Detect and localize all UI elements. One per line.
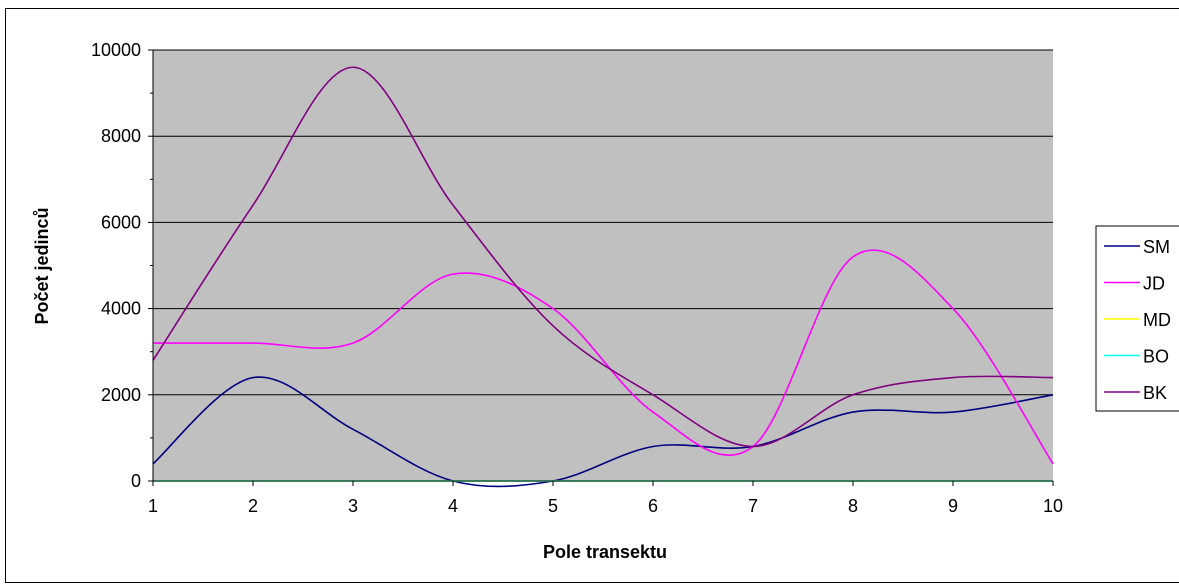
- legend-label-bo: BO: [1143, 347, 1169, 367]
- x-tick-label: 6: [648, 496, 658, 516]
- plot-area: [153, 50, 1053, 481]
- legend: SM JD MD BO BK: [1095, 225, 1179, 412]
- x-axis-title: Pole transektu: [543, 542, 667, 562]
- y-axis-title: Počet jedinců: [32, 207, 52, 324]
- x-tick-label: 3: [348, 496, 358, 516]
- series-line-bk: [152, 66, 1054, 448]
- x-tick-label: 7: [748, 496, 758, 516]
- legend-label-bk: BK: [1143, 383, 1167, 403]
- legend-label-jd: JD: [1143, 274, 1165, 294]
- legend-label-sm: SM: [1143, 237, 1170, 257]
- y-tick-label: 4000: [101, 299, 141, 319]
- x-tick-label: 8: [848, 496, 858, 516]
- x-tick-label: 1: [148, 496, 158, 516]
- x-tick-label: 9: [948, 496, 958, 516]
- y-tick-label: 10000: [91, 40, 141, 60]
- y-tick-label: 2000: [101, 385, 141, 405]
- y-tick-labels: 0 2000 4000 6000 8000 10000: [91, 40, 141, 491]
- y-tick-label: 0: [131, 471, 141, 491]
- y-tick-label: 6000: [101, 212, 141, 232]
- x-tick-label: 4: [448, 496, 458, 516]
- y-tick-label: 8000: [101, 126, 141, 146]
- x-tick-label: 5: [548, 496, 558, 516]
- x-tick-labels: 1 2 3 4 5 6 7 8 9 10: [148, 496, 1063, 516]
- x-tick-label: 2: [248, 496, 258, 516]
- legend-label-md: MD: [1143, 310, 1171, 330]
- series-line-jd: [153, 249, 1054, 465]
- x-tick-label: 10: [1043, 496, 1063, 516]
- series-line-sm: [152, 376, 1054, 488]
- axes: [148, 49, 1054, 486]
